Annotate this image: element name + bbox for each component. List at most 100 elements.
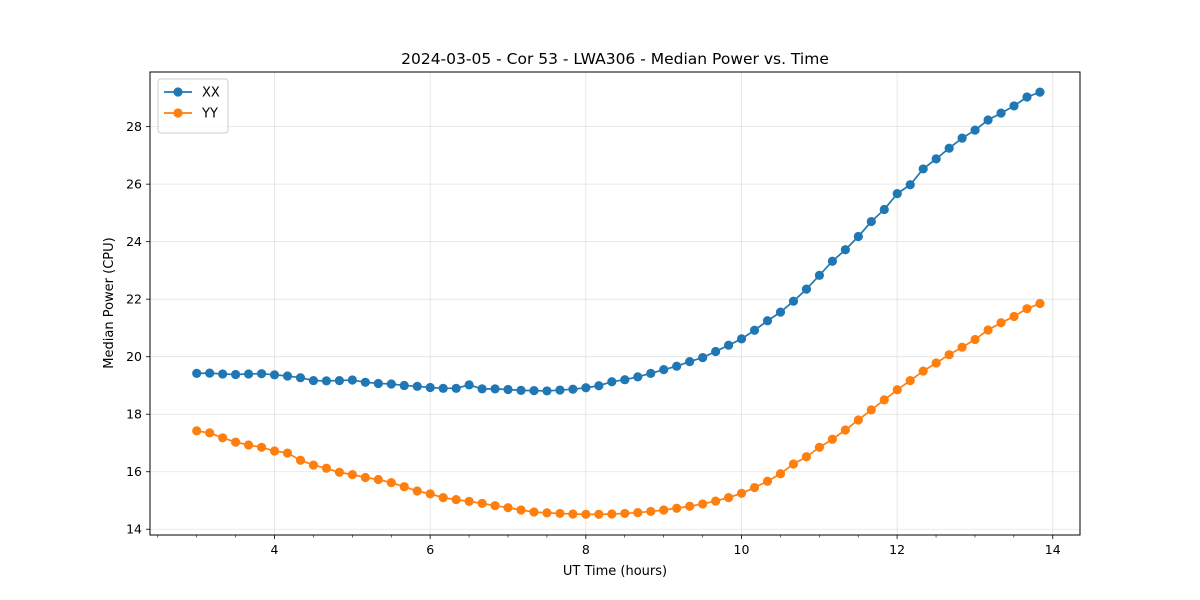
data-point-yy [646, 506, 656, 517]
data-point-yy [607, 509, 617, 519]
y-tick-label: 22 [126, 292, 142, 307]
data-point-yy [282, 448, 293, 458]
data-point-yy [672, 503, 682, 513]
data-point-xx [918, 164, 928, 174]
data-point-yy [516, 505, 526, 515]
data-point-yy [685, 501, 695, 511]
data-point-yy [205, 428, 215, 438]
data-point-xx [438, 383, 448, 393]
data-point-xx [646, 368, 656, 378]
data-point-yy [529, 507, 539, 517]
data-point-yy [944, 350, 954, 360]
data-point-xx [360, 377, 370, 387]
data-point-yy [1009, 311, 1019, 322]
data-point-yy [801, 452, 812, 462]
data-point-yy [905, 375, 915, 386]
y-tick-label: 28 [126, 119, 142, 134]
data-point-yy [814, 442, 825, 452]
data-point-xx [762, 316, 773, 326]
data-point-xx [218, 369, 228, 379]
data-point-yy [243, 440, 254, 450]
data-point-yy [853, 415, 863, 425]
data-point-yy [633, 507, 643, 518]
data-point-xx [321, 376, 332, 386]
y-tick-label: 20 [126, 349, 142, 364]
data-point-yy [192, 426, 202, 436]
data-point-xx [685, 356, 695, 367]
data-point-yy [594, 509, 604, 519]
data-point-yy [269, 446, 280, 456]
data-point-yy [983, 325, 993, 335]
data-point-yy [542, 508, 552, 518]
data-point-yy [749, 482, 760, 493]
data-point-yy [659, 505, 669, 515]
data-point-xx [386, 379, 396, 389]
data-point-yy [879, 395, 889, 405]
data-point-xx [282, 371, 293, 381]
data-point-yy [736, 488, 747, 498]
data-point-yy [412, 486, 422, 496]
data-point-xx [698, 352, 708, 363]
data-point-yy [256, 442, 267, 452]
data-point-yy [503, 503, 513, 513]
data-point-yy [892, 385, 902, 395]
data-point-xx [672, 361, 682, 371]
data-point-yy [490, 501, 500, 511]
data-point-yy [1035, 298, 1045, 309]
data-point-yy [762, 476, 773, 486]
data-point-yy [464, 496, 474, 506]
data-point-xx [373, 378, 383, 389]
data-point-xx [996, 108, 1006, 118]
y-tick-label: 16 [126, 464, 142, 479]
series-layer [192, 87, 1045, 519]
data-point-xx [243, 369, 254, 379]
data-point-yy [866, 405, 876, 415]
data-point-yy [711, 496, 721, 506]
data-point-xx [490, 384, 500, 394]
data-point-xx [231, 369, 241, 380]
data-point-yy [477, 498, 487, 508]
data-point-xx [425, 382, 435, 393]
data-point-xx [788, 296, 799, 306]
data-point-yy [970, 334, 980, 345]
data-point-yy [775, 469, 786, 479]
data-point-xx [412, 381, 422, 391]
data-point-yy [788, 459, 799, 469]
data-point-xx [724, 340, 734, 350]
data-point-xx [1022, 92, 1032, 102]
data-point-xx [464, 380, 474, 390]
data-point-xx [970, 125, 980, 135]
data-point-xx [477, 384, 487, 394]
data-point-yy [724, 493, 734, 503]
data-point-yy [438, 493, 448, 503]
data-point-yy [931, 358, 941, 368]
data-point-xx [775, 307, 786, 317]
series-line-yy [196, 302, 1041, 516]
data-point-yy [451, 495, 461, 505]
legend-label-yy: YY [201, 107, 218, 122]
data-point-xx [1035, 87, 1045, 97]
data-point-xx [516, 385, 526, 395]
x-axis-label: UT Time (hours) [563, 564, 667, 579]
data-point-yy [957, 342, 967, 352]
data-point-xx [931, 154, 941, 164]
data-point-yy [620, 508, 630, 519]
data-point-xx [308, 375, 319, 386]
data-point-yy [295, 455, 306, 465]
data-point-yy [840, 425, 850, 435]
data-point-xx [736, 334, 747, 344]
x-tick-label: 6 [426, 542, 434, 557]
data-point-yy [581, 509, 591, 519]
y-tick-label: 14 [126, 522, 142, 537]
x-tick-label: 8 [582, 542, 590, 557]
ticks: 4 6 8 10 12 14 14 16 18 20 22 24 26 28 [126, 119, 1061, 557]
data-point-xx [633, 372, 643, 382]
data-point-yy [360, 472, 370, 483]
data-point-xx [529, 386, 539, 396]
data-point-xx [879, 204, 889, 215]
data-point-xx [347, 375, 357, 385]
legend-marker-xx [173, 87, 183, 97]
data-point-xx [814, 270, 825, 280]
plot-frame [149, 71, 1081, 536]
data-point-xx [711, 346, 721, 357]
